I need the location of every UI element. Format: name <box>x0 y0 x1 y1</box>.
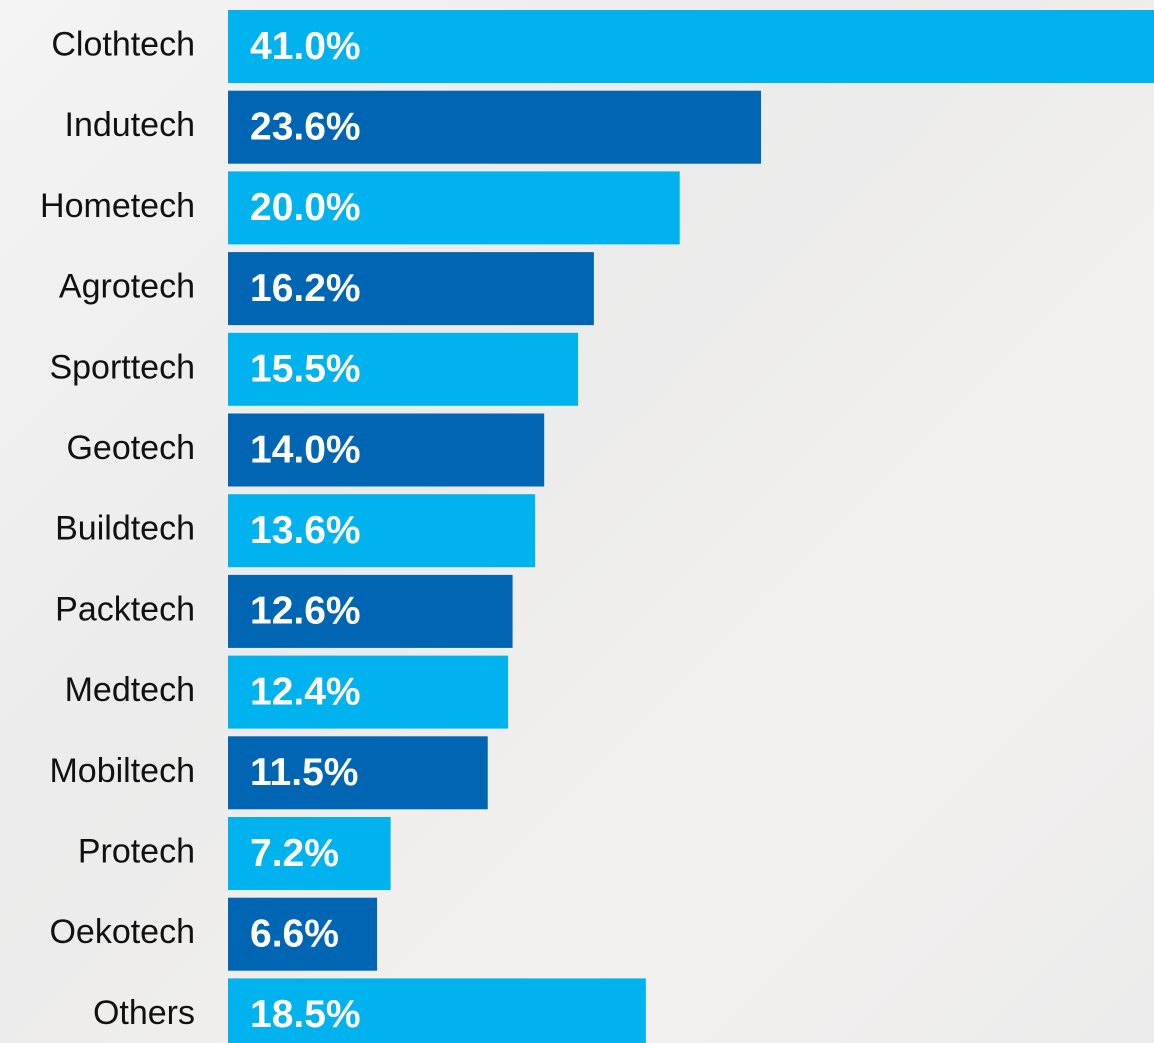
category-label: Mobiltech <box>49 752 195 790</box>
value-label: 20.0% <box>250 186 361 229</box>
value-label: 23.6% <box>250 105 361 148</box>
value-label: 6.6% <box>250 912 339 955</box>
value-label: 11.5% <box>250 751 358 794</box>
value-label: 15.5% <box>250 348 361 391</box>
value-label: 16.2% <box>250 267 361 310</box>
bar <box>228 10 1154 83</box>
value-label: 41.0% <box>250 25 361 68</box>
category-label: Packtech <box>55 590 195 628</box>
category-label: Buildtech <box>55 510 195 548</box>
category-label: Clothtech <box>51 25 195 63</box>
value-label: 13.6% <box>250 509 361 552</box>
category-label: Hometech <box>40 187 195 225</box>
value-label: 18.5% <box>250 993 361 1036</box>
category-label: Protech <box>78 832 195 870</box>
category-label: Agrotech <box>59 268 195 306</box>
value-label: 12.6% <box>250 590 361 633</box>
category-label: Indutech <box>65 106 195 144</box>
value-label: 12.4% <box>250 670 361 713</box>
category-label: Others <box>93 994 195 1032</box>
value-label: 14.0% <box>250 428 361 471</box>
value-label: 7.2% <box>250 832 339 875</box>
category-label: Medtech <box>65 671 195 709</box>
chart: Clothtech 41.0% Indutech 23.6% Hometech 20.0%… <box>0 0 1154 1043</box>
category-label: Geotech <box>66 429 195 467</box>
category-label: Oekotech <box>49 913 195 951</box>
category-label: Sporttech <box>49 348 195 386</box>
